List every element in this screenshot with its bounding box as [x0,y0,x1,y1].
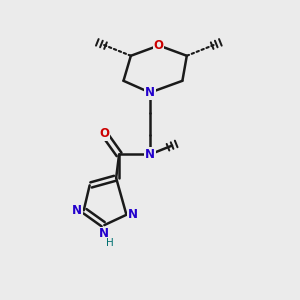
Text: O: O [99,127,110,140]
Text: N: N [145,86,155,99]
Text: H: H [106,238,113,248]
Text: N: N [72,204,82,217]
Text: N: N [128,208,138,221]
Text: N: N [99,227,110,240]
Text: N: N [145,148,155,161]
Text: O: O [154,39,164,52]
